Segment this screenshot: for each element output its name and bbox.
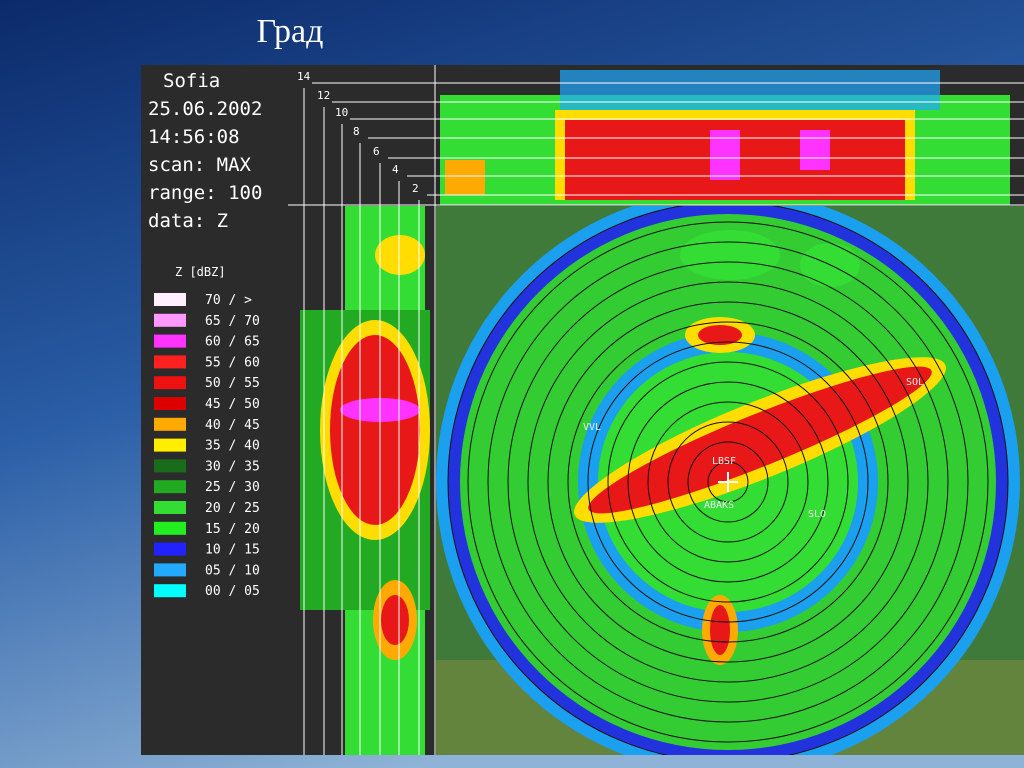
legend-label: 45 / 50 — [205, 397, 260, 412]
legend-title: Z [dBZ] — [175, 265, 226, 279]
legend-swatch — [154, 355, 186, 369]
legend-swatch — [154, 542, 186, 556]
legend-label: 40 / 45 — [205, 418, 260, 433]
legend-swatch — [154, 397, 186, 410]
legend-label: 05 / 10 — [205, 563, 260, 578]
legend-swatch — [154, 293, 186, 306]
legend-swatch — [154, 480, 186, 494]
info-line: range: 100 — [148, 182, 262, 204]
legend-label: 50 / 55 — [205, 376, 260, 391]
legend-swatch — [154, 334, 186, 348]
site-label: LBSF — [712, 456, 736, 467]
legend-label: 25 / 30 — [205, 480, 260, 495]
info-line: Sofia — [163, 70, 220, 92]
site-labels: LBSF ABAKS SLO SOL VVL — [583, 377, 924, 520]
legend-label: 30 / 35 — [205, 459, 260, 474]
site-label: VVL — [583, 422, 601, 433]
radar-map — [436, 206, 1024, 755]
legend-swatch — [154, 563, 186, 577]
height-label: 6 — [373, 145, 380, 158]
height-label: 4 — [392, 163, 399, 176]
legend-swatch — [154, 417, 186, 431]
legend-swatch — [154, 376, 186, 390]
info-line: 14:56:08 — [148, 126, 240, 148]
legend-label: 60 / 65 — [205, 335, 260, 350]
legend-label: 65 / 70 — [205, 314, 260, 329]
site-label: SOL — [906, 377, 924, 388]
top-section — [440, 70, 1010, 205]
info-line: 25.06.2002 — [148, 98, 262, 120]
legend-label: 55 / 60 — [205, 355, 260, 370]
legend-label: 15 / 20 — [205, 522, 260, 537]
height-label: 12 — [317, 89, 330, 102]
vertical-section — [300, 206, 430, 755]
legend-swatch — [154, 521, 186, 535]
legend-label: 70 / > — [205, 293, 252, 308]
site-label: ABAKS — [704, 500, 734, 511]
legend-label: 20 / 25 — [205, 501, 260, 516]
legend-swatch — [154, 313, 186, 327]
info-line: scan: MAX — [148, 154, 252, 176]
legend-swatch — [154, 459, 186, 473]
height-label: 14 — [297, 70, 311, 83]
site-label: SLO — [808, 509, 826, 520]
legend: Z [dBZ] 70 / > 65 / 70 60 / 65 55 / 60 50 / 5… — [154, 265, 260, 599]
info-block: Sofia 25.06.2002 14:56:08 scan: MAX range: 1… — [148, 70, 262, 232]
legend-swatch — [154, 584, 186, 598]
legend-label: 00 / 05 — [205, 584, 260, 599]
legend-label: 35 / 40 — [205, 439, 260, 454]
height-label: 8 — [353, 125, 360, 138]
height-label: 2 — [412, 182, 419, 195]
info-line: data: Z — [148, 210, 228, 232]
legend-swatch — [154, 438, 186, 452]
legend-swatch — [154, 501, 186, 514]
height-label: 10 — [335, 106, 348, 119]
slide-title: Град — [257, 13, 324, 50]
legend-label: 10 / 15 — [205, 543, 260, 558]
